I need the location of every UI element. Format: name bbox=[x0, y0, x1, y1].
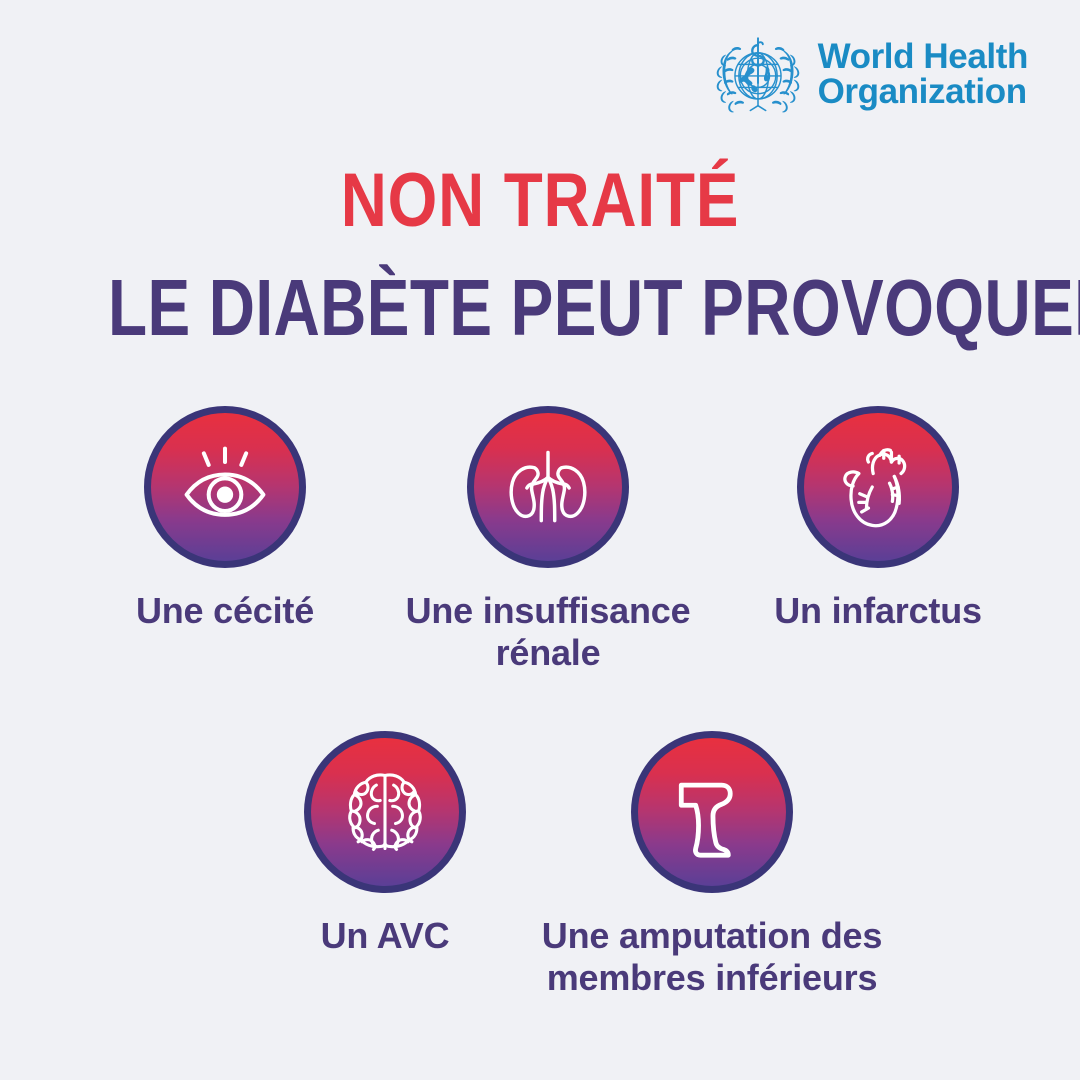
who-wordmark-line1: World Health bbox=[817, 37, 1029, 76]
icon-circle-amputation bbox=[631, 731, 793, 893]
icon-circle-heart bbox=[797, 406, 959, 568]
who-logo: World Health Organization bbox=[710, 26, 1028, 122]
complication-label-blindness: Une cécité bbox=[135, 590, 315, 631]
headline-eyebrow: NON TRAITÉ bbox=[340, 158, 740, 243]
brain-icon bbox=[348, 773, 422, 851]
leg-icon bbox=[678, 782, 733, 858]
complication-blindness: Une cécité bbox=[75, 406, 375, 632]
complication-label-kidney: Une insuffisance rénale bbox=[405, 590, 691, 674]
who-wordmark-line2: Organization bbox=[817, 72, 1028, 111]
complication-label-heart: Un infarctus bbox=[774, 590, 982, 631]
heart-icon bbox=[843, 448, 907, 528]
who-emblem-icon bbox=[716, 37, 799, 113]
complication-heart: Un infarctus bbox=[728, 406, 1028, 632]
page-title: LE DIABÈTE PEUT PROVOQUER bbox=[108, 263, 1080, 352]
who-wordmark: World Health Organization bbox=[817, 37, 1029, 111]
icon-circle-kidney bbox=[467, 406, 629, 568]
kidneys-icon bbox=[509, 450, 587, 523]
complication-amputation: Une amputation des membres inférieurs bbox=[542, 731, 882, 1000]
eye-icon bbox=[184, 446, 266, 517]
complication-stroke: Un AVC bbox=[235, 731, 535, 957]
icon-circle-stroke bbox=[304, 731, 466, 893]
complication-kidney: Une insuffisance rénale bbox=[398, 406, 698, 675]
complication-label-stroke: Un AVC bbox=[320, 915, 450, 956]
complication-label-amputation: Une amputation des membres inférieurs bbox=[541, 915, 883, 999]
icon-circle-blindness bbox=[144, 406, 306, 568]
